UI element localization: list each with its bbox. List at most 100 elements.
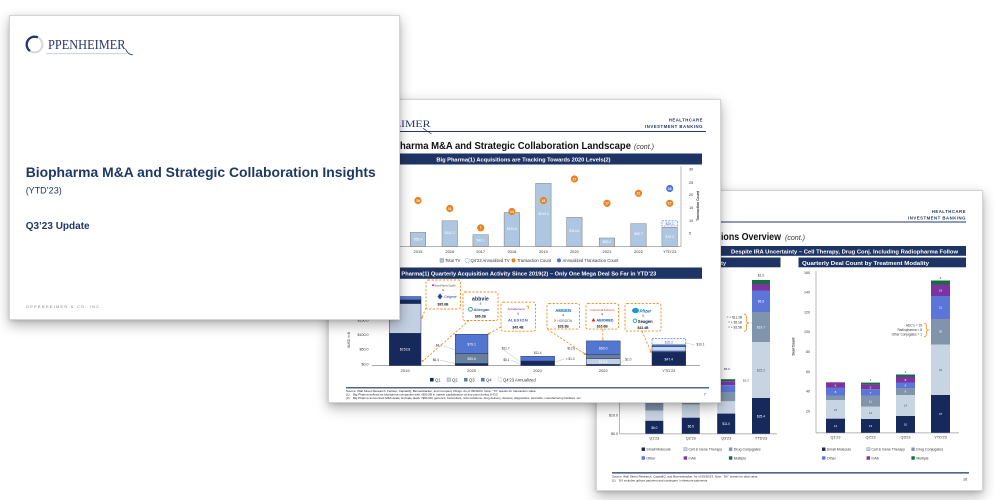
svg-text:$5.0: $5.0 bbox=[724, 367, 730, 371]
svg-text:2019: 2019 bbox=[539, 249, 549, 254]
svg-text:6: 6 bbox=[905, 384, 907, 388]
svg-text:$19.7: $19.7 bbox=[757, 326, 765, 330]
svg-text:17: 17 bbox=[605, 202, 609, 206]
svg-text:140: 140 bbox=[804, 291, 810, 295]
svg-text:$102.2: $102.2 bbox=[445, 231, 455, 235]
svg-text:10: 10 bbox=[904, 423, 908, 427]
svg-text:Biopharma M&A and Strategic Co: Biopharma M&A and Strategic Collaboratio… bbox=[26, 164, 376, 180]
svg-text:&: & bbox=[562, 313, 564, 317]
svg-text:11: 11 bbox=[448, 207, 452, 211]
svg-text:Q4'23 Annualized: Q4'23 Annualized bbox=[503, 377, 536, 382]
svg-text:(1) Big Pharma defined as b: (1) Big Pharma defined as biopharma comp… bbox=[346, 392, 499, 396]
svg-text:YTD'23: YTD'23 bbox=[934, 435, 947, 439]
svg-text:13: 13 bbox=[869, 424, 873, 428]
svg-text:Johnson&Johnson: Johnson&Johnson bbox=[590, 308, 615, 312]
svg-text:$22.2: $22.2 bbox=[757, 369, 765, 373]
svg-text:8: 8 bbox=[835, 390, 837, 394]
svg-text:tions Overview: tions Overview bbox=[718, 232, 781, 243]
svg-text:$55.6: $55.6 bbox=[467, 357, 476, 361]
svg-text:Q2: Q2 bbox=[452, 377, 458, 382]
svg-text:19: 19 bbox=[939, 289, 943, 293]
svg-text:21: 21 bbox=[939, 306, 943, 310]
svg-text:1: 1 bbox=[870, 378, 872, 382]
svg-text:8: 8 bbox=[905, 378, 907, 382]
svg-text:Radiopharma = 8: Radiopharma = 8 bbox=[897, 328, 922, 332]
svg-text:Other: Other bbox=[646, 456, 656, 460]
svg-text:11: 11 bbox=[869, 400, 872, 404]
svg-text:$28.3B: $28.3B bbox=[558, 325, 569, 329]
svg-text:Other Conjugates = 1: Other Conjugates = 1 bbox=[892, 333, 923, 337]
svg-text:2017: 2017 bbox=[476, 249, 486, 254]
svg-text:35: 35 bbox=[939, 330, 943, 334]
svg-text:$12.8: $12.8 bbox=[567, 347, 575, 351]
svg-text:Source: Wall Street Research,: Source: Wall Street Research, Factset, C… bbox=[346, 389, 537, 393]
svg-text:harma M&A and Strategic Collab: harma M&A and Strategic Collaboration La… bbox=[400, 141, 631, 152]
svg-text:mAb: mAb bbox=[871, 456, 878, 460]
svg-text:ABIOMED: ABIOMED bbox=[597, 319, 614, 323]
svg-text:Despite IRA Uncertainty – Cell: Despite IRA Uncertainty – Cell Therapy, … bbox=[731, 249, 959, 255]
svg-text:Q1'23: Q1'23 bbox=[830, 435, 840, 439]
svg-text:$11.4: $11.4 bbox=[534, 351, 542, 355]
svg-text:$4.7: $4.7 bbox=[436, 344, 442, 348]
svg-text:Transaction Count: Transaction Count bbox=[517, 258, 552, 263]
svg-text:23: 23 bbox=[668, 187, 672, 191]
svg-text:$47.4: $47.4 bbox=[665, 358, 674, 362]
svg-text:$0.0: $0.0 bbox=[611, 432, 618, 436]
svg-text:15: 15 bbox=[689, 206, 693, 210]
svg-text:Other: Other bbox=[827, 456, 837, 460]
svg-text:$1.0: $1.0 bbox=[625, 358, 631, 362]
svg-text:14: 14 bbox=[904, 404, 908, 408]
svg-text:$25.3: $25.3 bbox=[665, 340, 673, 344]
svg-text:ADC's = 16: ADC's = 16 bbox=[906, 324, 922, 328]
svg-text:40: 40 bbox=[806, 390, 810, 394]
svg-text:2022: 2022 bbox=[599, 368, 609, 373]
svg-text:INVESTMENT BANKING: INVESTMENT BANKING bbox=[908, 215, 966, 220]
svg-text:Q1: Q1 bbox=[435, 377, 441, 382]
svg-text:$243.3: $243.3 bbox=[538, 212, 548, 216]
svg-text:$6.0: $6.0 bbox=[651, 426, 657, 430]
svg-text:&: & bbox=[601, 312, 603, 316]
svg-text:12: 12 bbox=[869, 411, 873, 415]
svg-text:(cont.): (cont.) bbox=[785, 235, 805, 242]
svg-text:$1.0: $1.0 bbox=[758, 274, 764, 278]
svg-text:(YTD’23): (YTD’23) bbox=[26, 186, 62, 196]
svg-text:Drug Conjugates: Drug Conjugates bbox=[734, 448, 761, 452]
svg-text:2018: 2018 bbox=[507, 249, 517, 254]
svg-text:&: & bbox=[442, 288, 444, 292]
svg-text:$60.2: $60.2 bbox=[603, 240, 612, 244]
svg-text:Annualized Transaction Count: Annualized Transaction Count bbox=[563, 258, 620, 263]
svg-text:2022: 2022 bbox=[634, 249, 644, 254]
svg-text:$153.8: $153.8 bbox=[400, 348, 410, 352]
svg-text:$18.8: $18.8 bbox=[599, 360, 608, 364]
svg-text:100: 100 bbox=[804, 330, 810, 334]
svg-text:Q4'23 Annualized TV: Q4'23 Annualized TV bbox=[471, 258, 510, 263]
svg-text:$100.0: $100.0 bbox=[358, 333, 369, 337]
svg-text:$16.6B: $16.6B bbox=[597, 325, 608, 329]
svg-text:$43.4B: $43.4B bbox=[638, 326, 649, 330]
svg-text:Quarterly Deal Count by Treatm: Quarterly Deal Count by Treatment Modali… bbox=[802, 261, 930, 267]
svg-text:(2) Big Pharma announced M&: (2) Big Pharma announced M&A deals; Excl… bbox=[346, 396, 582, 400]
svg-text:(cont.): (cont.) bbox=[634, 144, 654, 151]
svg-text:7: 7 bbox=[704, 392, 707, 397]
svg-text:Q4: Q4 bbox=[486, 377, 492, 382]
svg-text:Allergan: Allergan bbox=[474, 307, 491, 312]
svg-text:YTD'23: YTD'23 bbox=[662, 368, 676, 373]
svg-text:$56.0: $56.0 bbox=[599, 347, 608, 351]
svg-text:$152.6: $152.6 bbox=[507, 227, 517, 231]
svg-text:2021: 2021 bbox=[533, 368, 543, 373]
svg-text:7: 7 bbox=[480, 226, 482, 230]
svg-text:Cell & Gene Therapy: Cell & Gene Therapy bbox=[871, 448, 905, 452]
svg-text:Q2'23: Q2'23 bbox=[686, 436, 696, 440]
svg-text:Multiple: Multiple bbox=[916, 456, 928, 460]
svg-text:42: 42 bbox=[939, 368, 943, 372]
svg-text:Bristol Myers Squibb: Bristol Myers Squibb bbox=[435, 285, 457, 288]
svg-text:6: 6 bbox=[835, 384, 837, 388]
svg-text:2020: 2020 bbox=[467, 368, 477, 373]
svg-text:mAb: mAb bbox=[689, 456, 696, 460]
svg-text:$45.4B: $45.4B bbox=[513, 326, 524, 330]
svg-text:ALEXION: ALEXION bbox=[508, 318, 528, 323]
svg-text:2: 2 bbox=[905, 370, 907, 374]
svg-text:2020: 2020 bbox=[570, 249, 580, 254]
svg-text:$56.4: $56.4 bbox=[414, 238, 423, 242]
svg-text:Q3’23 Update: Q3’23 Update bbox=[26, 221, 90, 232]
